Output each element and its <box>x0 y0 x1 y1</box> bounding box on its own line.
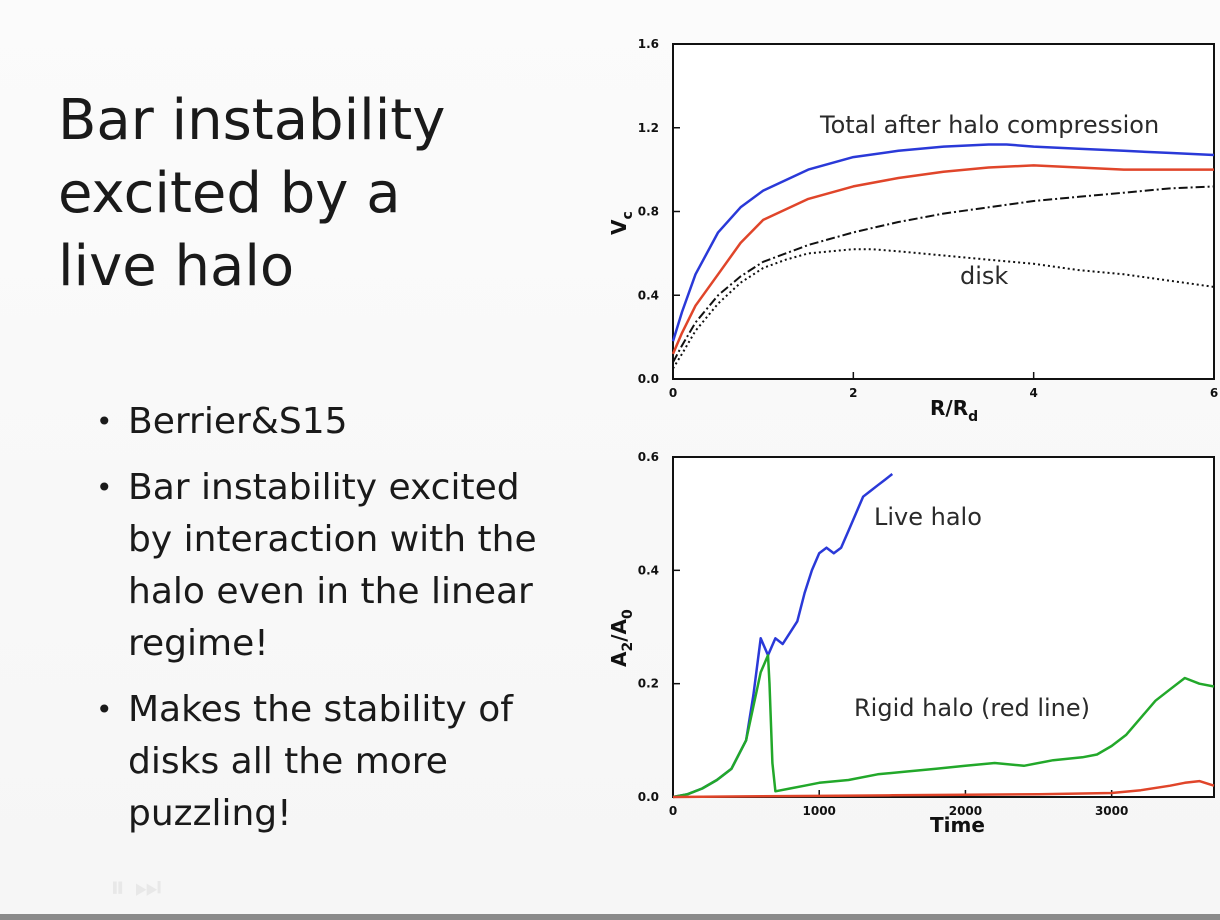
bullet-item: Makes the stability of disks all the mor… <box>96 684 556 840</box>
annotation-live-halo: Live halo <box>874 503 982 531</box>
y-tick-label: 0.4 <box>638 288 659 302</box>
series-line-2 <box>672 185 1215 363</box>
annotation-disk: disk <box>960 262 1008 290</box>
y-tick-label: 0.4 <box>638 563 659 577</box>
x-tick-label: 6 <box>1210 386 1218 400</box>
x-tick-label: 1000 <box>803 804 836 818</box>
y-axis-label: A2/A0 <box>607 609 636 667</box>
y-tick-label: 0.0 <box>638 790 659 804</box>
y-tick-label: 0.2 <box>638 677 659 691</box>
bullet-item: Berrier&S15 <box>96 396 556 448</box>
x-axis-label: R/Rd <box>930 396 978 425</box>
y-tick-label: 0.8 <box>638 205 659 219</box>
series-line-0 <box>671 143 1215 342</box>
y-axis-label: Vc <box>607 211 636 235</box>
rotation-curve-chart: 0 2 4 6 0.0 0.4 0.8 1.2 1.6 Total after halo com… <box>607 37 1218 425</box>
player-controls-watermark: ⏸ ⏭ <box>110 870 162 905</box>
x-tick-label: 4 <box>1029 386 1037 400</box>
plot-frame <box>672 456 1215 798</box>
x-axis-label: Time <box>930 813 985 837</box>
y-tick-label: 0.0 <box>638 372 659 386</box>
annotation-total: Total after halo compression <box>819 111 1159 139</box>
series-line-2 <box>672 779 1215 799</box>
slide-title: Bar instability excited by a live halo <box>58 88 446 299</box>
bar-amplitude-chart: 0 1000 2000 3000 0.0 0.2 0.4 0.6 Live halo Rigi… <box>607 450 1215 837</box>
x-tick-label: 2000 <box>949 804 982 818</box>
bullet-list: Berrier&S15 Bar instability excited by i… <box>96 396 556 854</box>
series-line-1 <box>672 654 1215 799</box>
series-line-1 <box>671 164 1214 355</box>
y-tick-label: 0.6 <box>638 450 659 464</box>
bullet-item: Bar instability excited by interaction w… <box>96 462 556 670</box>
x-tick-label: 0 <box>669 804 677 818</box>
x-tick-label: 0 <box>669 386 677 400</box>
annotation-rigid-halo: Rigid halo (red line) <box>854 694 1090 722</box>
x-tick-label: 2 <box>849 386 857 400</box>
y-tick-label: 1.6 <box>638 37 659 51</box>
x-tick-label: 3000 <box>1095 804 1128 818</box>
plot-frame <box>672 43 1215 380</box>
y-tick-label: 1.2 <box>638 121 659 135</box>
